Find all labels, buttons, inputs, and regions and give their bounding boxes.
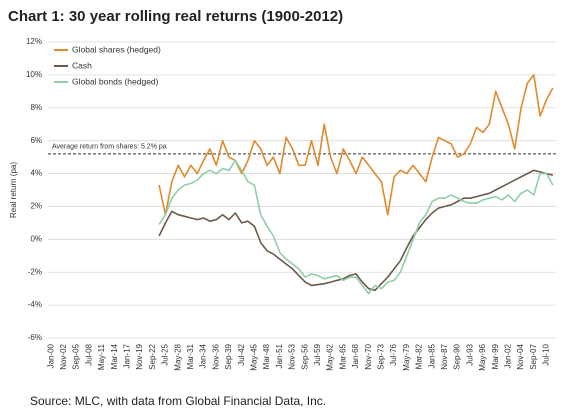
- y-tick-label: -2%: [28, 267, 42, 276]
- y-tick-label: 8%: [30, 103, 42, 112]
- y-tick-label: 6%: [30, 136, 42, 145]
- x-tick-label: Nov-53: [288, 343, 297, 369]
- x-tick-label: Sep-56: [300, 343, 309, 369]
- x-tick-label: Jan-34: [199, 343, 208, 368]
- x-tick-label: May-45: [249, 343, 258, 370]
- x-tick-label: May-96: [478, 343, 487, 370]
- y-tick-label: -4%: [28, 300, 42, 309]
- x-tick-label: Nov-04: [516, 343, 525, 369]
- y-axis-label: Real return (pa): [9, 162, 18, 218]
- y-tick-label: 10%: [26, 70, 42, 79]
- x-tick-label: Nov-19: [135, 343, 144, 369]
- x-tick-label: Jul-93: [465, 343, 474, 365]
- x-tick-label: May-62: [326, 343, 335, 370]
- x-tick-label: Nov-87: [440, 343, 449, 369]
- reference-label: Average return from shares: 5.2% pa: [52, 144, 167, 151]
- x-tick-label: Jan-02: [503, 343, 512, 368]
- x-tick-label: Sep-07: [529, 343, 538, 369]
- x-tick-label: Jul-25: [161, 343, 170, 365]
- series-line: [158, 159, 554, 295]
- x-tick-label: Nov-70: [364, 343, 373, 369]
- x-tick-label: Jan-00: [46, 343, 55, 368]
- x-tick-label: May-11: [97, 343, 106, 370]
- series-line: [158, 169, 553, 292]
- x-tick-label: Jan-68: [351, 343, 360, 368]
- y-tick-label: 2%: [30, 202, 42, 211]
- x-tick-label: Mar-14: [110, 343, 119, 369]
- x-tick-label: Mar-31: [186, 343, 195, 369]
- legend-label: Cash: [72, 60, 92, 70]
- x-tick-label: Sep-22: [148, 343, 157, 369]
- x-tick-label: Sep-90: [453, 343, 462, 369]
- x-tick-label: Jan-17: [122, 343, 131, 368]
- series-line: [158, 74, 554, 216]
- x-tick-label: Sep-73: [376, 343, 385, 369]
- chart-title: Chart 1: 30 year rolling real returns (1…: [8, 8, 343, 25]
- x-tick-label: Jul-59: [313, 343, 322, 365]
- x-tick-label: Sep-39: [224, 343, 233, 369]
- x-tick-label: Jul-08: [84, 343, 93, 365]
- y-tick-label: -6%: [28, 333, 42, 342]
- y-tick-label: 4%: [30, 169, 42, 178]
- x-tick-label: Sep-05: [72, 343, 81, 369]
- x-tick-label: May-79: [402, 343, 411, 370]
- source-note: Source: MLC, with data from Global Finan…: [30, 394, 326, 408]
- x-tick-label: Mar-48: [262, 343, 271, 369]
- x-tick-label: Nov-02: [59, 343, 68, 369]
- x-tick-label: Jan-85: [427, 343, 436, 368]
- x-tick-label: May-28: [173, 343, 182, 370]
- y-tick-label: 0%: [30, 234, 42, 243]
- x-tick-label: Mar-65: [338, 343, 347, 369]
- x-tick-label: Nov-36: [211, 343, 220, 369]
- x-tick-label: Jul-42: [237, 343, 246, 365]
- x-tick-label: Jul-10: [542, 343, 551, 365]
- x-tick-label: Jan-51: [275, 343, 284, 368]
- x-tick-label: Mar-99: [491, 343, 500, 369]
- x-tick-label: Jul-76: [389, 343, 398, 365]
- x-tick-label: Mar-82: [415, 343, 424, 369]
- legend-label: Global bonds (hedged): [72, 76, 159, 86]
- legend-label: Global shares (hedged): [72, 44, 161, 54]
- y-tick-label: 12%: [26, 37, 42, 46]
